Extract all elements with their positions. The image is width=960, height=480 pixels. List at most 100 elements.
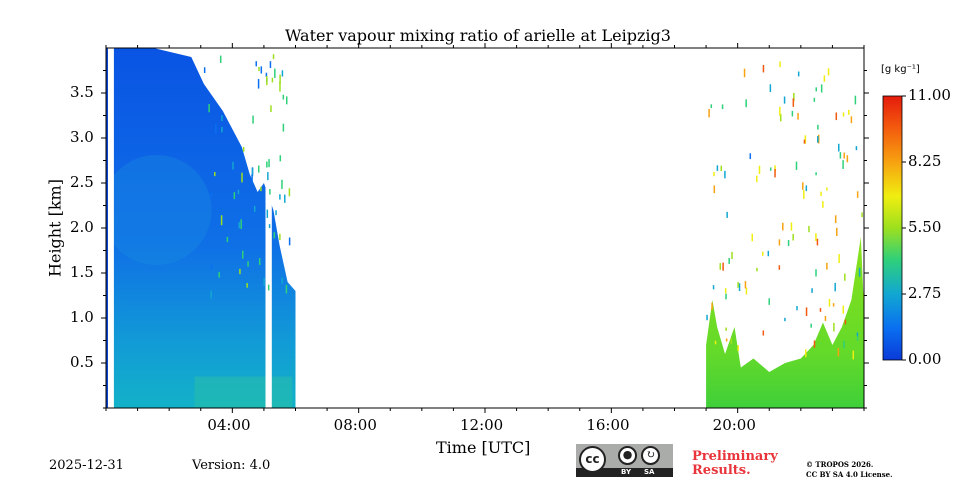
speckle: [816, 238, 819, 246]
speckle: [836, 227, 838, 236]
speckle: [221, 115, 223, 122]
speckle: [226, 236, 229, 243]
speckle: [266, 76, 268, 86]
x-axis-label: Time [UTC]: [436, 438, 531, 457]
speckle: [745, 99, 747, 108]
speckle: [805, 307, 808, 317]
speckle: [279, 194, 281, 200]
speckle: [758, 165, 761, 174]
speckle: [263, 277, 265, 287]
speckle: [241, 250, 244, 259]
speckle: [842, 160, 844, 169]
speckle: [285, 96, 288, 105]
speckle: [239, 268, 241, 275]
speckle: [260, 66, 263, 74]
preliminary-line1: Preliminary: [692, 449, 778, 464]
speckle: [846, 155, 849, 163]
speckle: [728, 258, 730, 264]
speckle: [281, 179, 283, 189]
speckle: [242, 146, 245, 152]
speckle: [284, 194, 286, 203]
speckle: [210, 192, 213, 198]
speckle: [713, 171, 715, 177]
cc-license-badge: cc ● ↻ BY SA: [576, 444, 673, 477]
speckle: [792, 98, 795, 107]
speckle: [279, 155, 282, 162]
attribution-icon: ●: [618, 446, 637, 465]
speckle: [269, 189, 271, 195]
speckle: [837, 347, 840, 357]
colorbar: [882, 95, 906, 361]
speckle: [221, 126, 223, 133]
speckle: [238, 222, 240, 229]
speckle: [861, 212, 863, 218]
speckle: [822, 201, 824, 208]
speckle: [267, 172, 269, 181]
speckle: [823, 75, 826, 82]
speckle: [756, 175, 758, 183]
speckle: [805, 349, 807, 358]
speckle: [275, 210, 277, 216]
speckle: [210, 290, 212, 299]
speckle: [852, 350, 855, 360]
speckle: [279, 81, 281, 92]
speckle: [281, 70, 284, 77]
segment-evening: [706, 237, 864, 408]
speckle: [713, 185, 716, 194]
speckle: [779, 61, 781, 68]
heatmap-layer: [106, 48, 864, 408]
speckle: [265, 72, 268, 77]
speckle: [834, 282, 836, 292]
cc-logo-icon: cc: [579, 446, 606, 473]
speckle: [858, 267, 861, 277]
speckle: [279, 233, 281, 241]
colorbar-gradient: [882, 95, 903, 361]
y-axis-label: Height [km]: [45, 179, 65, 277]
speckle: [266, 209, 269, 218]
speckle: [820, 84, 823, 93]
speckle: [220, 215, 223, 226]
speckle: [797, 71, 800, 77]
speckle: [778, 239, 781, 246]
speckle: [795, 161, 798, 170]
speckle: [817, 124, 819, 130]
speckle: [804, 135, 807, 144]
speckle: [790, 222, 793, 231]
speckle: [247, 261, 249, 267]
speckle: [258, 165, 260, 173]
speckle: [854, 95, 857, 105]
y-tick-label: 2.5: [70, 173, 94, 191]
speckle: [817, 136, 819, 143]
speckle: [237, 189, 240, 195]
copyright-line1: © TROPOS 2026.: [806, 460, 874, 469]
speckle: [232, 161, 234, 170]
speckle: [855, 146, 858, 151]
copyright-line2: CC BY SA 4.0 License.: [806, 470, 893, 479]
speckle: [743, 68, 746, 78]
speckle: [240, 219, 242, 229]
speckle: [268, 224, 271, 229]
speckle: [844, 273, 846, 281]
speckle: [203, 67, 206, 73]
speckle: [725, 327, 727, 331]
speckle: [724, 288, 727, 294]
speckle: [246, 283, 248, 288]
speckle: [803, 139, 806, 144]
speckle: [815, 269, 817, 277]
speckle: [813, 340, 816, 348]
speckle: [756, 267, 758, 272]
speckle: [241, 172, 243, 183]
speckle: [252, 115, 254, 124]
speckle: [731, 251, 733, 260]
start-strip: [106, 48, 108, 408]
y-tick-label: 2.0: [70, 218, 94, 236]
speckle: [737, 282, 739, 288]
speckle: [762, 330, 765, 336]
speckle: [856, 332, 859, 337]
speckle: [803, 190, 805, 199]
x-tick-label: 04:00: [207, 416, 251, 434]
speckle: [796, 306, 798, 311]
speckle: [862, 292, 864, 300]
speckle: [850, 116, 853, 124]
speckle: [838, 254, 840, 264]
